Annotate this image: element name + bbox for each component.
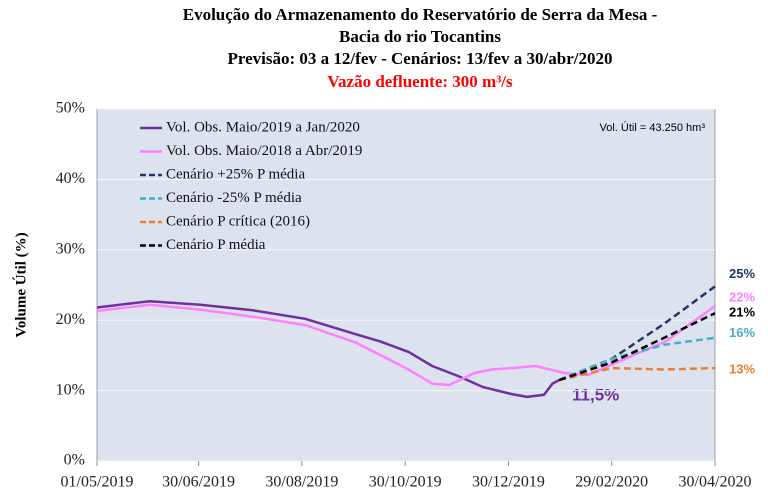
legend-label: Cenário +25% P média bbox=[166, 166, 305, 182]
chart-title: Bacia do rio Tocantins bbox=[339, 27, 501, 46]
series-line bbox=[558, 312, 716, 382]
y-tick-label: 0% bbox=[64, 452, 85, 469]
series-line bbox=[558, 366, 716, 382]
y-tick-label: 50% bbox=[56, 100, 85, 117]
y-tick-label: 30% bbox=[56, 240, 85, 257]
chart-title: Previsão: 03 a 12/fev - Cenários: 13/fev… bbox=[228, 49, 613, 68]
legend-label: Cenário P crítica (2016) bbox=[166, 213, 310, 229]
x-tick-label: 29/02/2020 bbox=[575, 474, 648, 491]
y-axis-label: Volume Útil (%) bbox=[12, 232, 29, 337]
chart-subtitle: Vazão defluente: 300 m³/s bbox=[327, 72, 513, 91]
end-label: 22% bbox=[729, 290, 755, 305]
end-label: 13% bbox=[729, 362, 755, 377]
x-tick-label: 30/04/2020 bbox=[679, 474, 752, 491]
end-label: 21% bbox=[729, 305, 755, 320]
annotation: 11,5% bbox=[572, 385, 619, 404]
end-label: 25% bbox=[729, 266, 755, 281]
legend-label: Vol. Obs. Maio/2019 a Jan/2020 bbox=[166, 119, 360, 135]
y-tick-label: 40% bbox=[56, 170, 85, 187]
annotation: Vol. Útil = 43.250 hm³ bbox=[600, 121, 706, 134]
legend-label: Vol. Obs. Maio/2018 a Abr/2019 bbox=[166, 143, 362, 159]
x-tick-label: 30/06/2019 bbox=[162, 474, 235, 491]
y-tick-label: 10% bbox=[56, 381, 85, 398]
end-label: 16% bbox=[729, 325, 755, 340]
y-tick-label: 20% bbox=[56, 311, 85, 328]
series-line bbox=[96, 299, 560, 399]
plot-area bbox=[96, 108, 716, 462]
x-tick-label: 30/12/2019 bbox=[472, 474, 545, 491]
chart-title: Evolução do Armazenamento do Reservatóri… bbox=[183, 5, 658, 24]
legend-label: Cenário -25% P média bbox=[166, 190, 302, 206]
x-tick-label: 30/08/2019 bbox=[265, 474, 338, 491]
x-tick-label: 01/05/2019 bbox=[61, 474, 134, 491]
legend-label: Cenário P média bbox=[166, 237, 266, 253]
x-tick-label: 30/10/2019 bbox=[369, 474, 442, 491]
series-line bbox=[558, 336, 716, 382]
